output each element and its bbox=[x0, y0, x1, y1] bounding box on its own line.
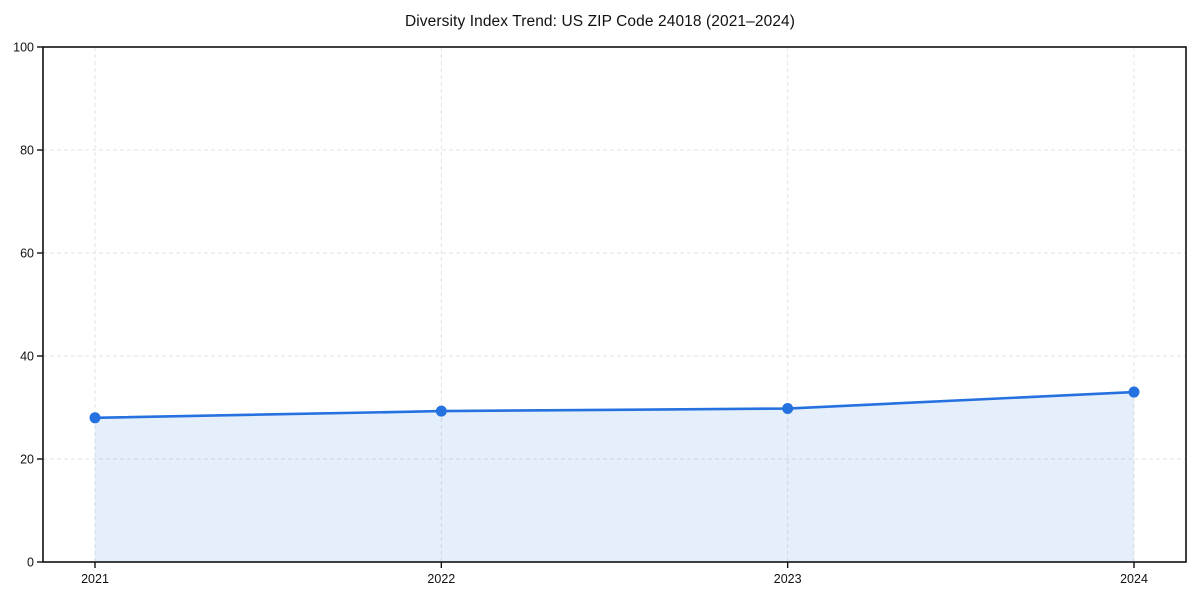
data-point-2023 bbox=[782, 403, 794, 415]
y-tick-label: 80 bbox=[20, 144, 34, 158]
x-tick-label: 2021 bbox=[81, 572, 109, 586]
data-point-2022 bbox=[435, 405, 447, 417]
axes-frame bbox=[42, 46, 1187, 563]
x-tick-label: 2024 bbox=[1120, 572, 1148, 586]
area-fill bbox=[95, 392, 1134, 562]
trend-line bbox=[93, 390, 1136, 420]
y-tick-label: 100 bbox=[13, 41, 34, 55]
x-tick-label: 2022 bbox=[427, 572, 455, 586]
data-point-2024 bbox=[1128, 386, 1140, 398]
chart-title: Diversity Index Trend: US ZIP Code 24018… bbox=[404, 13, 796, 30]
data-point-2021 bbox=[89, 412, 101, 424]
y-tick-label: 40 bbox=[20, 350, 34, 364]
y-tick-label: 0 bbox=[27, 556, 34, 570]
y-tick-label: 20 bbox=[20, 453, 34, 467]
x-tick-label: 2023 bbox=[774, 572, 802, 586]
y-tick-label: 60 bbox=[20, 247, 34, 261]
